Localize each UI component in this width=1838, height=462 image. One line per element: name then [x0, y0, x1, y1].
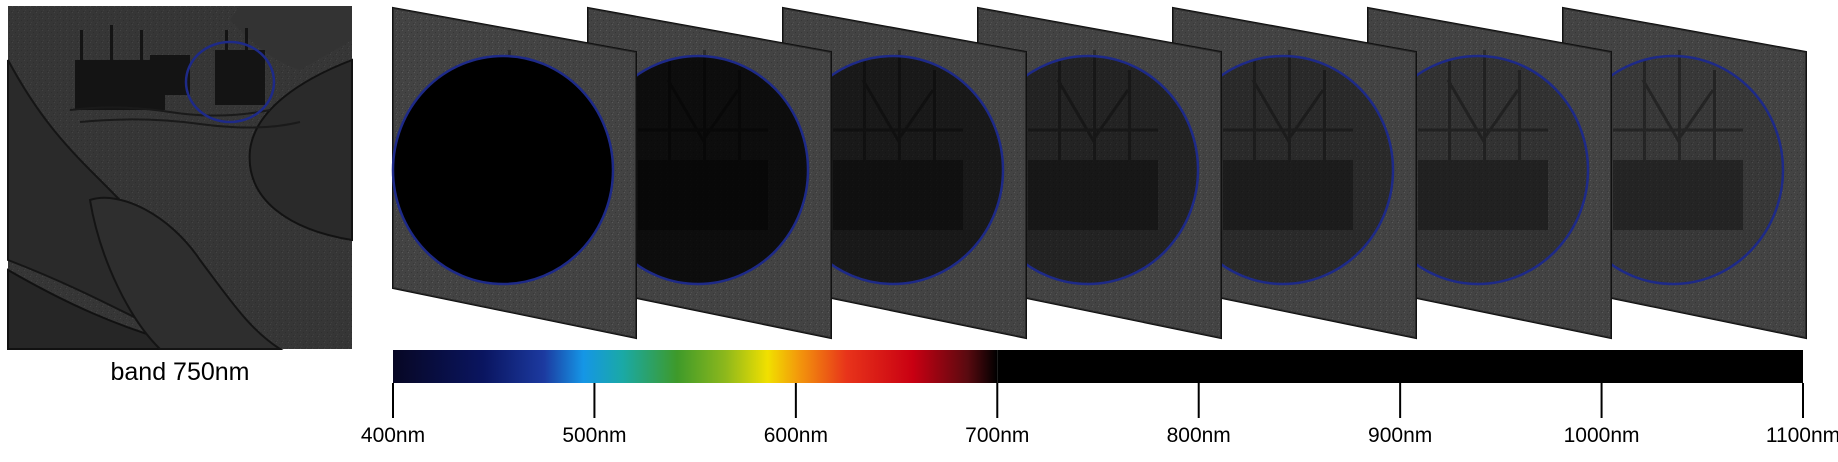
band-circle-fill — [783, 56, 1003, 284]
band-panel — [1171, 6, 1417, 340]
infrared-band — [997, 350, 1803, 383]
band-circle-outline — [391, 54, 615, 286]
spectrum-tick-label: 1100nm — [1765, 424, 1838, 447]
band-circle-fill — [393, 56, 613, 284]
band-circle-fill — [1368, 56, 1588, 284]
band-panel — [586, 6, 832, 340]
thumbnail-circle — [184, 40, 276, 124]
spectrum-tick-label: 900nm — [1368, 424, 1433, 447]
band-stack — [391, 6, 1807, 340]
band-panel — [391, 6, 637, 340]
band-circle-fill — [978, 56, 1198, 284]
spectrum-tick-label: 1000nm — [1563, 424, 1640, 447]
band-panel — [1366, 6, 1612, 340]
spectrum-tick-label: 500nm — [562, 424, 627, 447]
spectrum-tick-label: 700nm — [965, 424, 1030, 447]
spectrum-ticks — [392, 383, 1804, 418]
band-panel — [976, 6, 1222, 340]
band-circle-fill — [1563, 56, 1783, 284]
band-panel — [781, 6, 1027, 340]
spectrum-tick-label: 800nm — [1166, 424, 1231, 447]
spectrum-tick-label: 600nm — [763, 424, 828, 447]
band-circle-fill — [1173, 56, 1393, 284]
spectrum-bar — [393, 350, 1803, 383]
thumbnail-caption: band 750nm — [110, 358, 250, 386]
band-panel — [1561, 6, 1807, 340]
spectrum-tick-label: 400nm — [360, 424, 426, 447]
visible-spectrum — [393, 350, 998, 383]
thumbnail-image — [7, 6, 353, 350]
band-circle-fill — [588, 56, 808, 284]
